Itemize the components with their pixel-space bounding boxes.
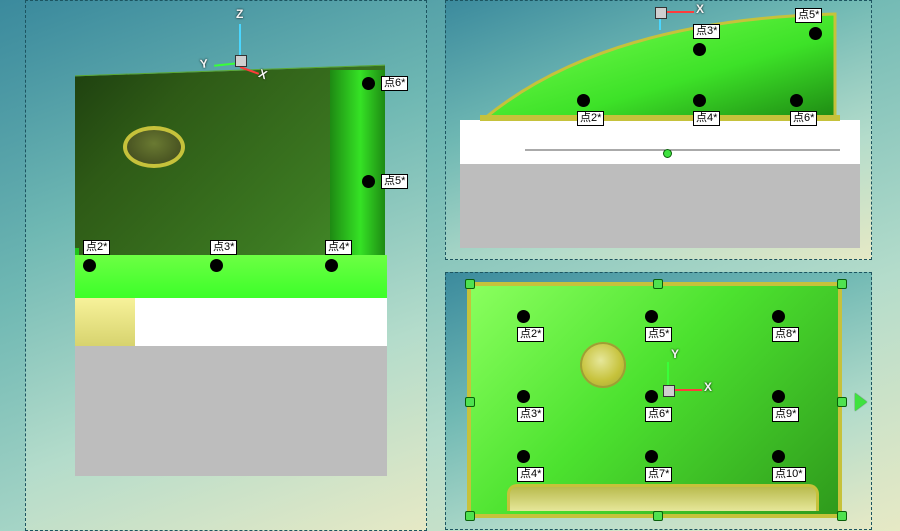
selection-handle[interactable] (837, 511, 847, 521)
selection-handle[interactable] (837, 397, 847, 407)
selection-handle[interactable] (653, 511, 663, 521)
part-base-plate (75, 346, 387, 476)
part-silhouette[interactable] (445, 0, 872, 260)
selection-handle[interactable] (837, 279, 847, 289)
viewport-3d-left[interactable]: 点6* 点5* 点2* 点3* 点4* Z X Y (25, 0, 427, 531)
part-slot (507, 484, 819, 511)
viewport-side-top-right[interactable]: 点5* 点3* 点2* 点4* 点6* X Z (445, 0, 872, 260)
selection-handle[interactable] (653, 279, 663, 289)
selection-dot[interactable] (663, 149, 672, 158)
viewport-top-bottom-right[interactable]: 点2* 点5* 点8* 点3* 点6* 点9* 点4* 点7* 点10* X Y (445, 272, 872, 530)
selection-handle[interactable] (465, 397, 475, 407)
selection-arrow-icon[interactable] (855, 393, 867, 411)
axis-label-x: X (704, 381, 712, 393)
part-front-face[interactable] (75, 255, 387, 298)
selection-handle[interactable] (465, 511, 475, 521)
axis-label-y: Y (199, 57, 208, 70)
part-top-face[interactable] (471, 286, 838, 514)
point-label: 点5* (381, 174, 408, 189)
axis-label-z: Z (236, 8, 243, 20)
part-hole[interactable] (123, 126, 185, 168)
part-hole[interactable] (580, 342, 626, 388)
point-label: 点6* (381, 76, 408, 91)
part-yellow-step (75, 298, 135, 346)
part-white-step (135, 298, 387, 346)
selection-handle[interactable] (465, 279, 475, 289)
axis-origin[interactable] (663, 385, 675, 397)
axis-label-x: X (696, 3, 704, 15)
axis-label-y: Y (671, 348, 679, 360)
axis-origin[interactable] (235, 55, 247, 67)
axis-origin[interactable] (655, 7, 667, 19)
